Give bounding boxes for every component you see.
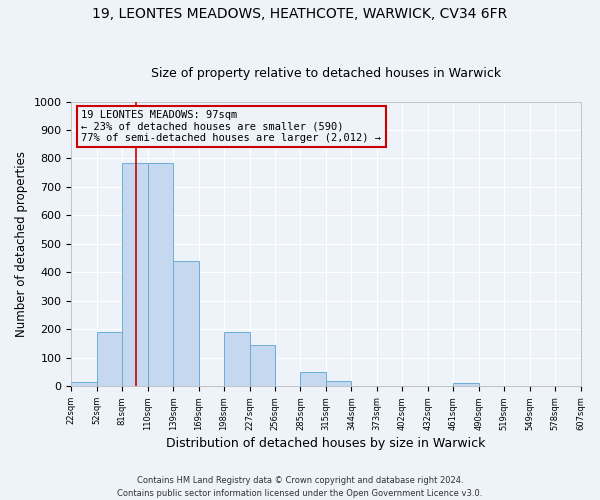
Text: 19, LEONTES MEADOWS, HEATHCOTE, WARWICK, CV34 6FR: 19, LEONTES MEADOWS, HEATHCOTE, WARWICK,… bbox=[92, 8, 508, 22]
Bar bbox=[224, 332, 250, 386]
Bar bbox=[301, 372, 326, 386]
Y-axis label: Number of detached properties: Number of detached properties bbox=[15, 151, 28, 337]
Text: 19 LEONTES MEADOWS: 97sqm
← 23% of detached houses are smaller (590)
77% of semi: 19 LEONTES MEADOWS: 97sqm ← 23% of detac… bbox=[82, 110, 382, 143]
Bar bbox=[173, 261, 199, 386]
Bar bbox=[326, 380, 352, 386]
Bar bbox=[453, 384, 479, 386]
Title: Size of property relative to detached houses in Warwick: Size of property relative to detached ho… bbox=[151, 66, 501, 80]
Bar bbox=[71, 382, 97, 386]
Bar bbox=[97, 332, 122, 386]
Bar bbox=[250, 345, 275, 387]
Bar bbox=[122, 162, 148, 386]
Bar bbox=[148, 162, 173, 386]
Text: Contains HM Land Registry data © Crown copyright and database right 2024.
Contai: Contains HM Land Registry data © Crown c… bbox=[118, 476, 482, 498]
X-axis label: Distribution of detached houses by size in Warwick: Distribution of detached houses by size … bbox=[166, 437, 485, 450]
